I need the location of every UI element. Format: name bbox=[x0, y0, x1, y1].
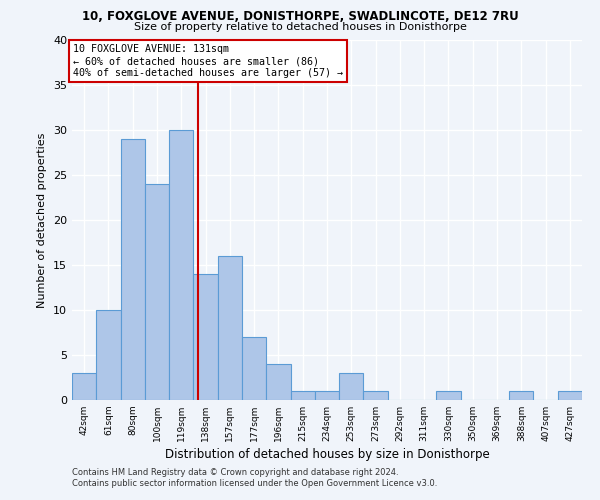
Bar bbox=[315, 391, 339, 400]
Bar bbox=[169, 130, 193, 400]
Bar bbox=[364, 391, 388, 400]
Text: 10, FOXGLOVE AVENUE, DONISTHORPE, SWADLINCOTE, DE12 7RU: 10, FOXGLOVE AVENUE, DONISTHORPE, SWADLI… bbox=[82, 10, 518, 23]
Bar bbox=[218, 256, 242, 400]
Bar bbox=[145, 184, 169, 400]
Bar bbox=[436, 391, 461, 400]
Text: 10 FOXGLOVE AVENUE: 131sqm
← 60% of detached houses are smaller (86)
40% of semi: 10 FOXGLOVE AVENUE: 131sqm ← 60% of deta… bbox=[73, 44, 343, 78]
Bar bbox=[193, 274, 218, 400]
Text: Size of property relative to detached houses in Donisthorpe: Size of property relative to detached ho… bbox=[134, 22, 466, 32]
Bar bbox=[558, 391, 582, 400]
Bar bbox=[290, 391, 315, 400]
Bar bbox=[242, 337, 266, 400]
Bar bbox=[509, 391, 533, 400]
Bar bbox=[339, 373, 364, 400]
Text: Contains HM Land Registry data © Crown copyright and database right 2024.
Contai: Contains HM Land Registry data © Crown c… bbox=[72, 468, 437, 487]
X-axis label: Distribution of detached houses by size in Donisthorpe: Distribution of detached houses by size … bbox=[164, 448, 490, 461]
Bar bbox=[121, 139, 145, 400]
Y-axis label: Number of detached properties: Number of detached properties bbox=[37, 132, 47, 308]
Bar bbox=[96, 310, 121, 400]
Bar bbox=[266, 364, 290, 400]
Bar bbox=[72, 373, 96, 400]
